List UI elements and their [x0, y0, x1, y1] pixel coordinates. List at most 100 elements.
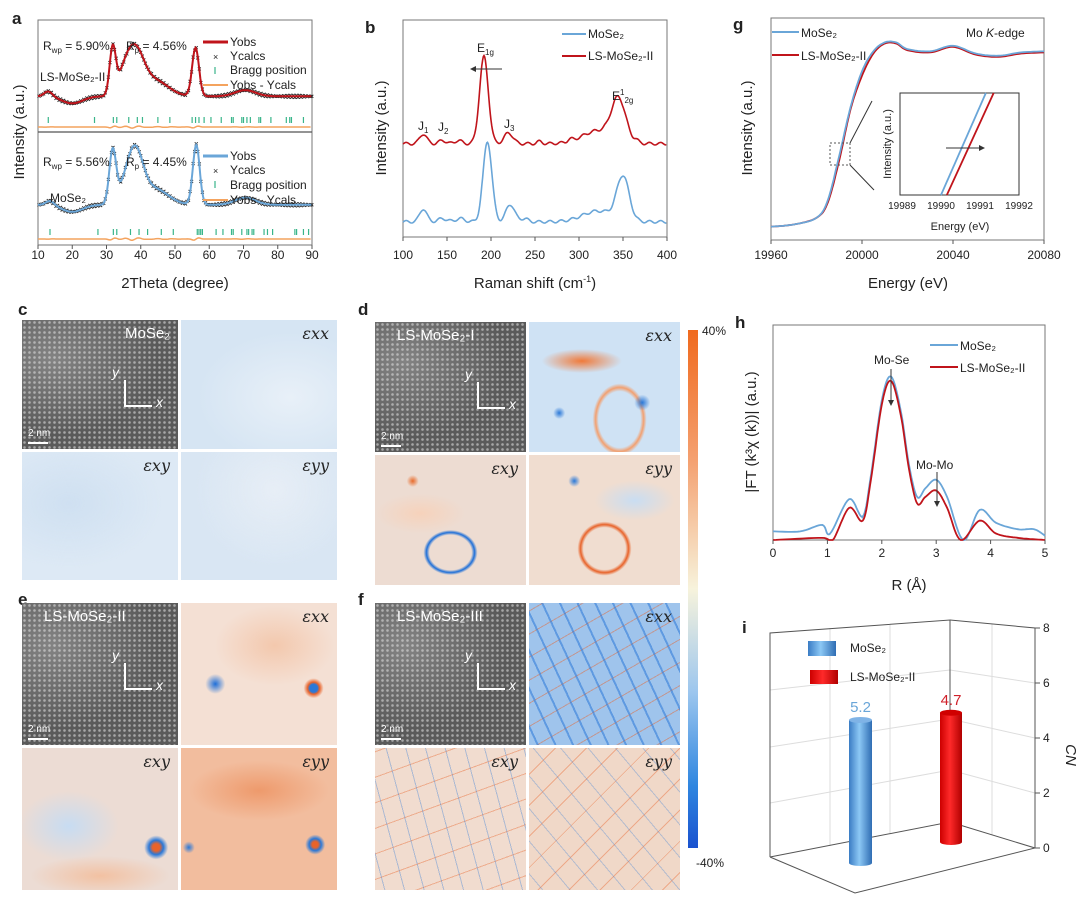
legend-mose2: MoSe₂	[801, 26, 837, 40]
x-tick-label: 1	[824, 546, 831, 560]
panel-label-a: a	[12, 9, 22, 28]
x-tick-label: 10	[31, 248, 45, 262]
strain-map-exx: εxx	[181, 603, 337, 745]
rwp-top: Rwp = 5.90%	[43, 39, 110, 55]
ycalcs-marker-icon: ×	[213, 52, 218, 62]
x-axis-label: Energy (eV)	[868, 275, 948, 292]
sample-label: MoSe₂	[124, 325, 170, 342]
x-tick-label: 19960	[754, 248, 788, 262]
plot-frame	[772, 324, 1046, 541]
x-tick-label: 50	[168, 248, 182, 262]
difference-line	[38, 125, 311, 129]
legend-swatch-blue	[808, 641, 836, 656]
rp-top: Rp = 4.56%	[126, 39, 187, 55]
inset-y-label: Intensity (a.u.)	[882, 109, 894, 179]
panel-label-b: b	[365, 18, 375, 37]
scale-bar	[381, 738, 401, 740]
panel-h-exafs: h 0 1 2 3 4 5 R (Å) |FT (k³χ (k))| (a.u.) MoS…	[735, 313, 1049, 594]
arrow-head-icon	[470, 66, 476, 72]
x-tick-label: 20080	[1027, 248, 1061, 262]
annotation-j3: J3	[504, 117, 515, 133]
legend-ycalcs: Ycalcs	[230, 163, 265, 177]
x-tick-label: 90	[305, 248, 319, 262]
strain-map-eyy: εyy	[529, 748, 680, 890]
x-axis-label: Raman shift (cm-1)	[474, 274, 596, 292]
colorbar-max-label: 40%	[702, 324, 727, 338]
inset-line	[946, 92, 995, 196]
strain-map-exy: εxy	[375, 748, 526, 890]
x-tick-label: 40	[134, 248, 148, 262]
yobs-line	[37, 142, 312, 213]
y-axis-label: CN	[1062, 744, 1079, 766]
legend-ls-mose2-ii: LS-MoSe₂-II	[960, 361, 1025, 375]
annotation-j2: J2	[438, 120, 449, 136]
rp-bottom: Rp = 4.45%	[126, 155, 187, 171]
y-axis-label: |FT (k³χ (k))| (a.u.)	[743, 371, 760, 492]
y-axis-label: Intensity (a.u.)	[11, 84, 28, 179]
zoom-arrow	[849, 100, 873, 144]
bar-top	[849, 717, 872, 723]
legend-ls-mose2-ii: LS-MoSe₂-II	[801, 49, 866, 63]
strain-map-exy: εxy	[22, 748, 178, 890]
zoom-arrow	[849, 164, 875, 191]
x-tick-label: 60	[203, 248, 217, 262]
x-tick-label: 0	[770, 546, 777, 560]
legend-bottom: Yobs × Ycalcs Bragg position Yobs - Ycal…	[203, 149, 307, 207]
annotation-mo-se: Mo-Se	[874, 353, 910, 367]
y-axis-label: Intensity (a.u.)	[373, 80, 390, 175]
strain-map-exx: εxx	[529, 603, 680, 745]
annotation-mo-mo: Mo-Mo	[916, 458, 954, 472]
strain-map-eyy: εyy	[529, 455, 680, 585]
strain-map-exy: εxy	[22, 451, 178, 580]
strain-colorbar	[688, 330, 698, 848]
x-tick-label: 70	[237, 248, 251, 262]
ycalcs-marker-icon: ×	[213, 166, 218, 176]
panel-label-f: f	[358, 590, 364, 609]
sample-label-bottom: MoSe₂	[50, 191, 86, 205]
legend-mose2: MoSe₂	[850, 641, 886, 655]
shift-arrow-icon	[979, 145, 985, 151]
frame-3d	[769, 619, 1037, 894]
x-tick-label: 2	[878, 546, 885, 560]
legend-mose2: MoSe₂	[588, 27, 624, 41]
inset-line	[940, 92, 987, 196]
x-tick-label: 200	[481, 248, 501, 262]
x-tick-label: 5	[1042, 546, 1049, 560]
legend-bragg: Bragg position	[230, 63, 307, 77]
panel-label-d: d	[358, 300, 369, 319]
ft-line	[773, 375, 1046, 541]
legend-top: Yobs × Ycalcs Bragg position Yobs - Ycal…	[203, 35, 307, 92]
raman-line	[402, 54, 667, 146]
x-axis-label: 2Theta (degree)	[121, 275, 229, 292]
legend-swatch-red	[810, 670, 838, 684]
panel-i-cn-bars: i 0 2 4 6 8 CN MoSe₂ LS-MoSe₂-II 5.2 4.7	[742, 618, 1079, 894]
annotation-e1g: E1g	[477, 41, 494, 57]
strain-map-eyy: εyy	[181, 748, 337, 890]
inset-x-tick-label: 19990	[927, 201, 955, 212]
yobs-line	[37, 43, 312, 105]
sample-label: LS-MoSe₂-I	[397, 327, 475, 344]
legend-ycalcs: Ycalcs	[230, 49, 265, 63]
x-tick-label: 350	[613, 248, 633, 262]
bar-base	[849, 860, 872, 866]
y-tick-label: 0	[1043, 841, 1050, 855]
annotation-j1: J1	[418, 119, 429, 135]
rwp-bottom: Rwp = 5.56%	[43, 155, 110, 171]
annotation-e2g: E12g	[612, 88, 633, 105]
panel-label-g: g	[733, 15, 743, 34]
inset-x-label: Energy (eV)	[931, 221, 990, 233]
legend-ls-mose2-ii: LS-MoSe₂-II	[588, 49, 653, 63]
scale-label: 2 nm	[381, 431, 404, 442]
